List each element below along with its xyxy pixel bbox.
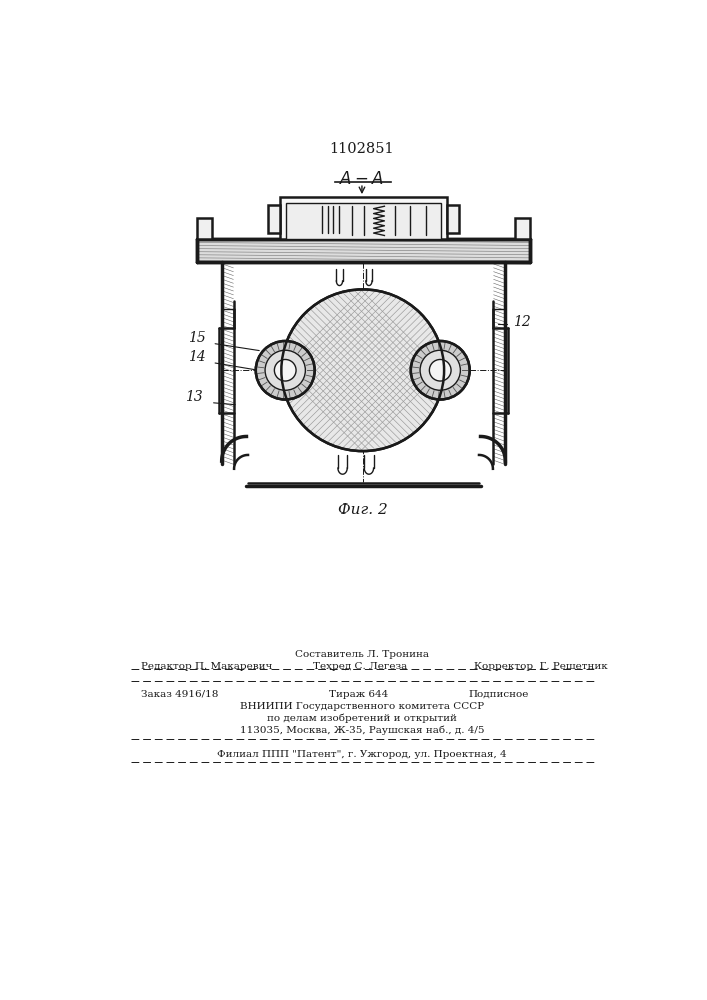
Text: 14: 14 bbox=[189, 350, 206, 364]
Text: $A - A$: $A - A$ bbox=[339, 170, 385, 188]
Bar bbox=[286, 203, 441, 239]
Bar bbox=[197, 239, 530, 262]
Circle shape bbox=[411, 341, 469, 400]
Bar bbox=[448, 205, 459, 233]
Text: Филиал ППП "Патент", г. Ужгород, ул. Проектная, 4: Филиал ППП "Патент", г. Ужгород, ул. Про… bbox=[217, 750, 507, 759]
Text: Корректор  Г. Решетник: Корректор Г. Решетник bbox=[474, 662, 607, 671]
Circle shape bbox=[281, 289, 444, 451]
Text: Заказ 4916/18: Заказ 4916/18 bbox=[141, 690, 218, 699]
Text: Тираж 644: Тираж 644 bbox=[329, 690, 388, 699]
Bar bbox=[197, 218, 212, 239]
Text: Техред С. Легеза: Техред С. Легеза bbox=[313, 662, 407, 671]
Text: Подписное: Подписное bbox=[468, 690, 529, 699]
Text: Составитель Л. Тронина: Составитель Л. Тронина bbox=[295, 650, 429, 659]
Circle shape bbox=[420, 350, 460, 390]
Bar bbox=[268, 205, 280, 233]
Text: 12: 12 bbox=[513, 315, 531, 329]
Text: Фиг. 2: Фиг. 2 bbox=[338, 503, 387, 517]
Text: 1102851: 1102851 bbox=[329, 142, 395, 156]
Circle shape bbox=[274, 359, 296, 381]
Circle shape bbox=[429, 359, 451, 381]
Text: ВНИИПИ Государственного комитета СССР: ВНИИПИ Государственного комитета СССР bbox=[240, 702, 484, 711]
Text: по делам изобретений и открытий: по делам изобретений и открытий bbox=[267, 714, 457, 723]
Circle shape bbox=[256, 341, 315, 400]
Text: 15: 15 bbox=[189, 331, 206, 345]
Bar bbox=[280, 197, 448, 239]
Circle shape bbox=[265, 350, 305, 390]
Text: 13: 13 bbox=[185, 390, 203, 404]
Text: Редактор П. Макаревич: Редактор П. Макаревич bbox=[141, 662, 272, 671]
Text: 113035, Москва, Ж-35, Раушская наб., д. 4/5: 113035, Москва, Ж-35, Раушская наб., д. … bbox=[240, 725, 484, 735]
Bar bbox=[515, 218, 530, 239]
